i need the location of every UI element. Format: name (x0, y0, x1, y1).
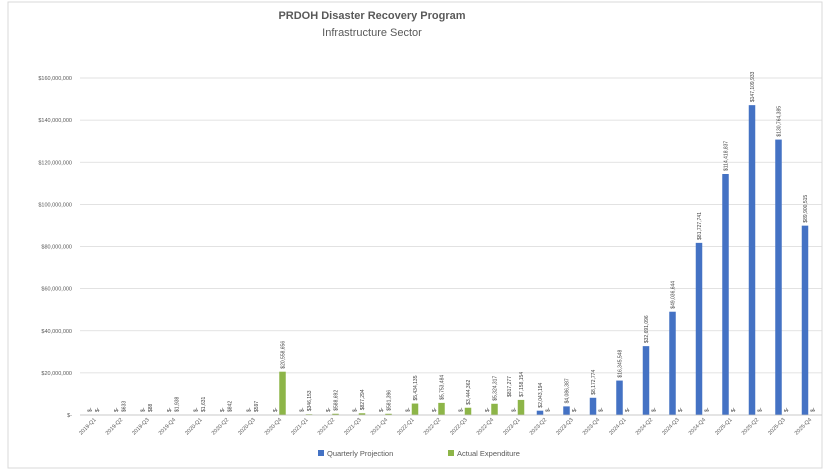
data-label: $- (167, 407, 173, 412)
data-label: $7,158,154 (519, 372, 525, 397)
bar-actual-expenditure (332, 413, 339, 415)
data-label: $588,692 (334, 390, 340, 411)
data-label: $- (652, 407, 658, 412)
data-label: $5,434,135 (413, 375, 419, 400)
data-label: $8,172,774 (591, 370, 597, 395)
data-label: $- (705, 407, 711, 412)
data-label: $130,764,385 (777, 106, 783, 137)
bar-quarterly-projection (801, 225, 809, 415)
data-label: $- (678, 407, 684, 412)
bar-actual-expenditure (279, 371, 286, 415)
data-label: $20,558,656 (281, 341, 287, 369)
data-label: $5,324,317 (493, 376, 499, 401)
chart-frame (7, 1, 823, 469)
data-label: $- (625, 407, 631, 412)
data-label: $581,396 (387, 390, 393, 411)
data-label: $2,043,194 (538, 382, 544, 407)
y-tick-label: $- (67, 413, 72, 419)
data-label: $16,345,548 (618, 350, 624, 378)
legend-swatch (448, 450, 454, 456)
y-tick-label: $160,000,000 (38, 76, 72, 82)
data-label: $- (220, 407, 226, 412)
bar-quarterly-projection (748, 105, 756, 415)
data-label: $- (432, 407, 438, 412)
legend-swatch (318, 450, 324, 456)
data-label: $- (572, 407, 578, 412)
bar-actual-expenditure (464, 407, 472, 415)
data-label: $- (300, 407, 306, 412)
data-label: $- (546, 407, 552, 412)
data-label: $- (731, 407, 737, 412)
bar-actual-expenditure (438, 402, 445, 415)
data-label: $- (247, 407, 253, 412)
bar-quarterly-projection (616, 380, 623, 415)
annotations: $817,277 (507, 376, 513, 397)
bars (120, 105, 809, 415)
y-tick-label: $140,000,000 (38, 118, 72, 124)
data-label: $- (599, 407, 605, 412)
data-label: $1,938 (175, 396, 181, 412)
data-label: $- (353, 407, 359, 412)
data-label: $88 (148, 403, 154, 412)
data-label: $827,294 (360, 389, 366, 410)
data-label: $842 (228, 401, 234, 412)
data-label: $- (273, 407, 279, 412)
bar-quarterly-projection (775, 139, 782, 415)
chart-title: PRDOH Disaster Recovery Program (278, 10, 465, 22)
y-tick-label: $120,000,000 (38, 160, 72, 166)
bar-actual-expenditure (358, 413, 366, 415)
data-label: $- (194, 407, 200, 412)
data-label: $- (141, 407, 147, 412)
data-label: $81,727,741 (697, 212, 703, 240)
bar-quarterly-projection (722, 174, 729, 415)
data-label: $- (326, 407, 332, 412)
data-label: $- (811, 407, 817, 412)
bar-actual-expenditure (517, 399, 525, 415)
data-label: $- (485, 407, 491, 412)
data-label: $89,900,515 (803, 195, 809, 223)
legend: Quarterly Projection Actual Expenditure (318, 449, 520, 458)
bar-actual-expenditure (385, 413, 392, 415)
legend-label: Actual Expenditure (457, 449, 520, 458)
data-label: $- (95, 407, 101, 412)
data-labels: $- $- $- $633 $- $88 $- $1,938 $- $1,631 $- $842 $- $… (88, 71, 817, 412)
data-label: $- (88, 407, 94, 412)
data-label: $49,036,644 (671, 281, 677, 309)
data-label: $3,444,362 (466, 380, 472, 405)
bar-actual-expenditure (411, 403, 419, 415)
data-label: $114,418,837 (724, 141, 730, 171)
y-tick-label: $40,000,000 (41, 329, 72, 335)
data-label: $4,086,387 (565, 378, 571, 403)
bar-quarterly-projection (669, 311, 676, 415)
data-label: $1,631 (201, 396, 207, 412)
data-label: $- (784, 407, 790, 412)
data-label: $- (114, 407, 120, 412)
bar-quarterly-projection (563, 406, 570, 415)
data-label: $147,109,933 (750, 71, 756, 102)
legend-label: Quarterly Projection (327, 449, 393, 458)
data-label: $- (406, 407, 412, 412)
data-label: $- (512, 407, 518, 412)
data-label: $5,753,484 (440, 375, 446, 400)
bar-quarterly-projection (589, 397, 597, 415)
y-tick-label: $100,000,000 (38, 202, 72, 208)
data-label: $597 (254, 401, 260, 412)
annotation-label: $817,277 (507, 376, 513, 397)
y-tick-label: $20,000,000 (41, 371, 72, 377)
bar-quarterly-projection (695, 242, 703, 415)
data-label: $- (379, 407, 385, 412)
y-tick-label: $80,000,000 (41, 245, 72, 251)
bar-quarterly-projection (536, 410, 544, 415)
data-label: $633 (122, 401, 128, 412)
bar-actual-expenditure (491, 403, 498, 415)
chart-subtitle: Infrastructure Sector (322, 27, 422, 39)
data-label: $- (758, 407, 764, 412)
y-tick-label: $60,000,000 (41, 287, 72, 293)
data-label: $346,153 (307, 390, 313, 411)
data-label: $- (459, 407, 465, 412)
data-label: $32,691,096 (644, 315, 650, 343)
y-axis: $- $20,000,000 $40,000,000 $60,000,000 $80,0… (38, 76, 72, 419)
bar-quarterly-projection (642, 346, 650, 415)
